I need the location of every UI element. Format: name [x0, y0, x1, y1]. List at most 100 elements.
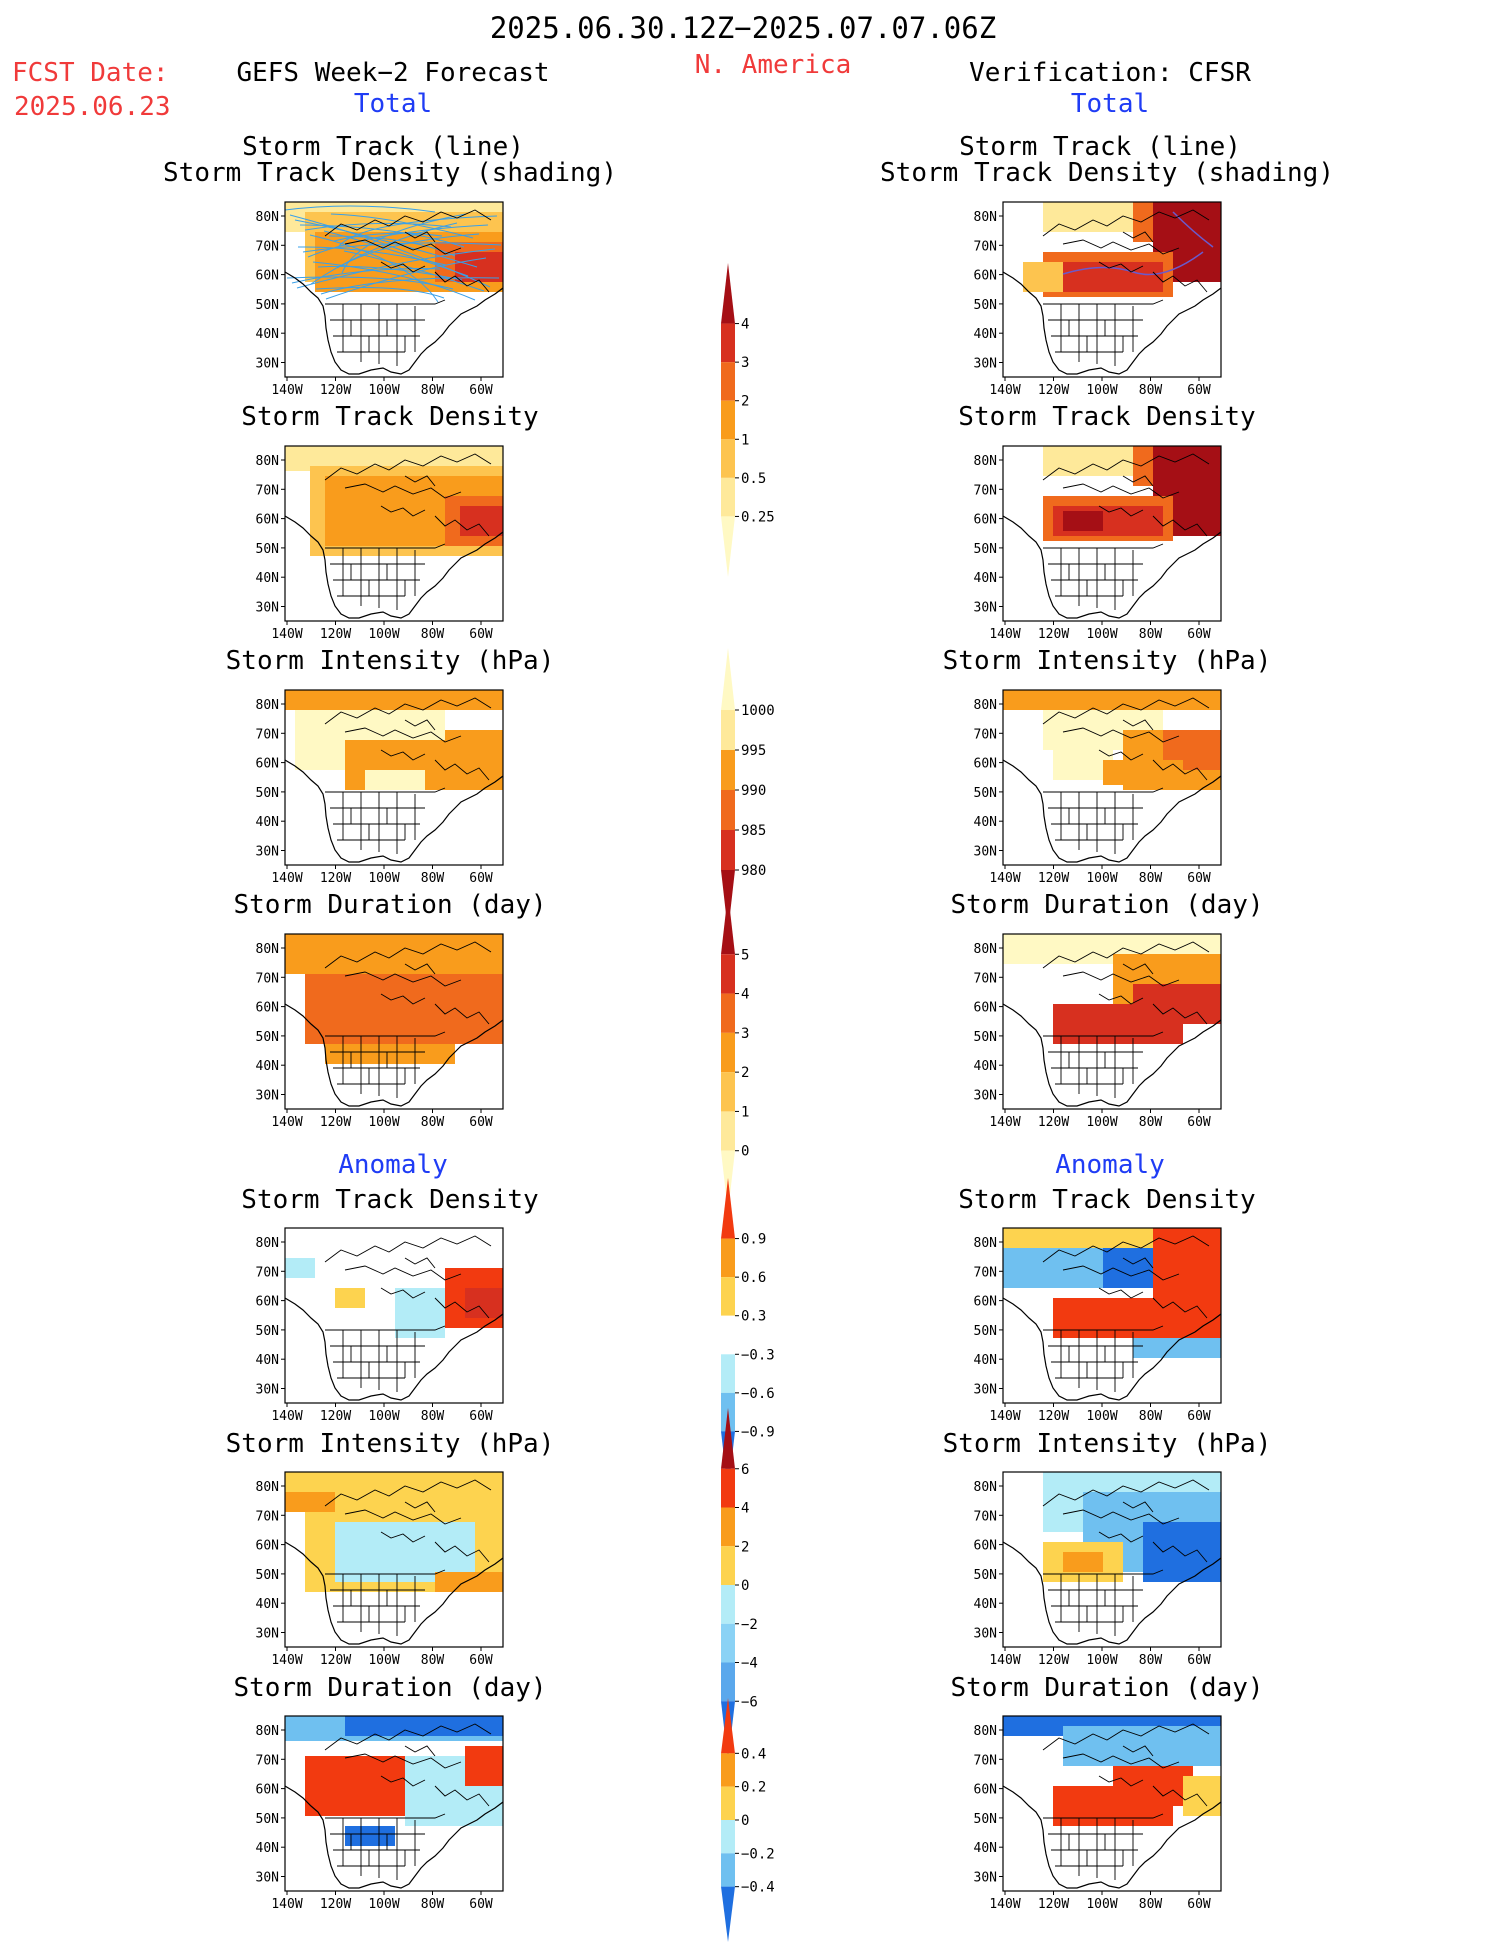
left-anom-density-map: 80N 70N 60N 50N 40N 30N 140W 120W 100W 80W 60W	[245, 1223, 513, 1428]
lon-tick-label: 100W	[1086, 871, 1117, 886]
lat-tick-label: 80N	[974, 1236, 997, 1251]
lon-tick-label: 100W	[368, 871, 399, 886]
lon-tick-label: 80W	[421, 1115, 445, 1130]
lat-tick-label: 80N	[256, 1236, 279, 1251]
lon-tick-label: 100W	[1086, 1653, 1117, 1668]
colorbar-label: 1	[741, 432, 749, 448]
lat-tick-label: 60N	[974, 1783, 997, 1798]
left-column-title: GEFS Week−2 Forecast	[236, 58, 550, 88]
lon-tick-label: 140W	[989, 1409, 1020, 1424]
lon-tick-label: 140W	[271, 383, 302, 398]
colorbar-label: 0.3	[741, 1309, 766, 1325]
right-anom-duration-map: 80N 70N 60N 50N 40N 30N 140W 120W 100W 80W 60W	[963, 1711, 1231, 1916]
lon-tick-label: 100W	[1086, 383, 1117, 398]
right-anom-intensity-title: Storm Intensity (hPa)	[942, 1429, 1272, 1459]
lat-tick-label: 40N	[256, 571, 279, 586]
colorbar-label: −6	[741, 1694, 758, 1710]
colorbar-label: −0.2	[741, 1846, 775, 1862]
lon-tick-label: 140W	[989, 1653, 1020, 1668]
lat-tick-label: 60N	[256, 757, 279, 772]
lat-tick-label: 50N	[256, 786, 279, 801]
lon-tick-label: 140W	[989, 1897, 1020, 1912]
lon-tick-label: 60W	[1187, 1115, 1211, 1130]
lon-tick-label: 100W	[1086, 1409, 1117, 1424]
lon-tick-label: 60W	[469, 1897, 493, 1912]
left-track-line-map: 80N 70N 60N 50N 40N 30N 140W 120W 100W 80W 60W	[245, 197, 513, 402]
lat-tick-label: 60N	[974, 1539, 997, 1554]
lat-tick-label: 30N	[974, 1627, 997, 1642]
lat-tick-label: 70N	[256, 483, 279, 498]
colorbar-label: 990	[741, 783, 766, 799]
lat-tick-label: 80N	[974, 1724, 997, 1739]
left-anom-density-title: Storm Track Density	[241, 1185, 539, 1215]
lat-tick-label: 40N	[256, 1841, 279, 1856]
colorbar-label: 0.4	[741, 1746, 766, 1762]
lon-tick-label: 100W	[1086, 1897, 1117, 1912]
lon-tick-label: 60W	[469, 1409, 493, 1424]
lon-tick-label: 80W	[1139, 1653, 1163, 1668]
lat-tick-label: 30N	[256, 1871, 279, 1886]
left-total-label: Total	[353, 89, 433, 119]
lon-tick-label: 80W	[1139, 1115, 1163, 1130]
lon-tick-label: 80W	[1139, 1409, 1163, 1424]
right-intensity-title: Storm Intensity (hPa)	[942, 646, 1272, 676]
lat-tick-label: 60N	[256, 1295, 279, 1310]
lat-tick-label: 80N	[974, 210, 997, 225]
lat-tick-label: 70N	[974, 483, 997, 498]
lat-tick-label: 70N	[256, 239, 279, 254]
lat-tick-label: 70N	[974, 727, 997, 742]
lat-tick-label: 80N	[256, 698, 279, 713]
region-label: N. America	[694, 50, 852, 80]
left-track-line-title: Storm Track (line)	[242, 132, 524, 162]
colorbar-label: −0.6	[741, 1386, 775, 1402]
lon-tick-label: 100W	[368, 383, 399, 398]
colorbar-label: 4	[741, 987, 749, 1003]
left-duration-title: Storm Duration (day)	[233, 890, 547, 920]
lat-tick-label: 50N	[256, 1030, 279, 1045]
colorbar-label: 3	[741, 355, 749, 371]
lon-tick-label: 60W	[469, 871, 493, 886]
lat-tick-label: 50N	[256, 542, 279, 557]
lat-tick-label: 80N	[974, 454, 997, 469]
lat-tick-label: 60N	[256, 269, 279, 284]
left-intensity-title: Storm Intensity (hPa)	[225, 646, 555, 676]
lon-tick-label: 80W	[1139, 1897, 1163, 1912]
right-density-title: Storm Track Density	[958, 402, 1256, 432]
lat-tick-label: 30N	[256, 1383, 279, 1398]
colorbar-label: 4	[741, 317, 749, 333]
lon-tick-label: 60W	[1187, 1897, 1211, 1912]
lat-tick-label: 50N	[256, 298, 279, 313]
lon-tick-label: 120W	[1038, 871, 1069, 886]
right-anom-intensity-map: 80N 70N 60N 50N 40N 30N 140W 120W 100W 80W 60W	[963, 1467, 1231, 1672]
left-intensity-map: 80N 70N 60N 50N 40N 30N 140W 120W 100W 80W 60W	[245, 685, 513, 890]
colorbar-label: 1	[741, 1104, 749, 1120]
left-anom-intensity-map: 80N 70N 60N 50N 40N 30N 140W 120W 100W 80W 60W	[245, 1467, 513, 1672]
right-duration-title: Storm Duration (day)	[950, 890, 1264, 920]
lat-tick-label: 80N	[256, 1480, 279, 1495]
lat-tick-label: 40N	[974, 1597, 997, 1612]
right-track-shading-title: Storm Track Density (shading)	[880, 158, 1334, 188]
colorbar-duration-anom: 0.4 0.2 0 −0.2 −0.4	[715, 1690, 795, 1950]
lon-tick-label: 100W	[1086, 1115, 1117, 1130]
colorbar-label: 5	[741, 947, 749, 963]
lat-tick-label: 50N	[256, 1324, 279, 1339]
lat-tick-label: 70N	[974, 1753, 997, 1768]
lat-tick-label: 60N	[256, 1001, 279, 1016]
lat-tick-label: 40N	[256, 327, 279, 342]
colorbar-label: 995	[741, 743, 766, 759]
lon-tick-label: 80W	[1139, 871, 1163, 886]
lat-tick-label: 40N	[974, 1841, 997, 1856]
lat-tick-label: 70N	[256, 1509, 279, 1524]
lon-tick-label: 100W	[368, 1409, 399, 1424]
colorbar-label: 2	[741, 394, 749, 410]
lon-tick-label: 120W	[1038, 383, 1069, 398]
lon-tick-label: 120W	[1038, 627, 1069, 642]
lon-tick-label: 100W	[368, 1653, 399, 1668]
lat-tick-label: 50N	[256, 1568, 279, 1583]
right-total-label: Total	[1070, 89, 1150, 119]
colorbar-label: 0.5	[741, 471, 766, 487]
lat-tick-label: 70N	[974, 239, 997, 254]
lon-tick-label: 120W	[320, 1115, 351, 1130]
colorbar-density-anom: 0.9 0.6 0.3 −0.3 −0.6 −0.9	[715, 1170, 795, 1500]
colorbar-label: 985	[741, 823, 766, 839]
